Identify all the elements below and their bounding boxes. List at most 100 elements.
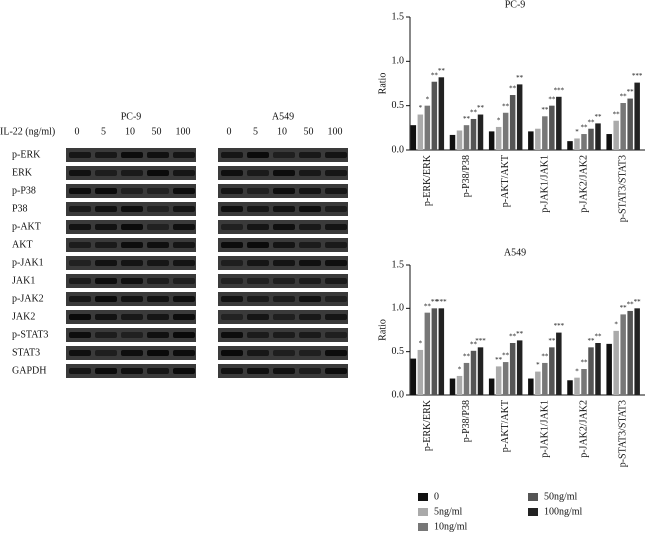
blot-band [147,170,169,176]
bar [613,120,619,150]
chart-title: A549 [504,247,526,258]
significance-mark: ** [463,353,471,361]
blot-band [121,152,143,158]
bar [606,134,612,150]
bar [470,118,477,150]
legend-label: 100ng/ml [544,506,583,517]
blot-band [273,368,295,374]
blot-band [325,296,347,302]
y-axis-label: Ratio [377,73,388,95]
bar [495,126,502,150]
bar [549,347,555,395]
significance-mark: * [419,104,423,112]
blot-band [247,350,269,356]
blot-band [273,278,295,284]
blot-band [69,260,91,266]
blot-band [121,296,143,302]
legend-label: 0 [434,491,439,502]
blot-band [95,206,117,212]
bar [509,95,516,150]
x-tick-label: p-JAK1/JAK1 [539,400,550,458]
protein-label: JAK2 [12,311,35,322]
dose-label: 5 [253,126,258,137]
blot-band [247,206,269,212]
blot-band [325,278,347,284]
blot-band [95,188,117,194]
bar [549,105,555,150]
bar [627,310,633,395]
x-tick-label: p-JAK1/JAK1 [539,155,550,213]
blot-band [221,206,243,212]
blot-band [147,296,169,302]
blot-band [173,260,195,266]
significance-mark: ** [477,104,485,112]
blot-band [69,242,91,248]
blot-band [173,170,195,176]
blot-band [95,350,117,356]
blot-band [299,314,321,320]
protein-label: JAK1 [12,275,35,286]
blot-band [173,368,195,374]
blot-band [147,332,169,338]
blot-band [247,368,269,374]
significance-mark: * [575,367,579,375]
blot-band [299,260,321,266]
blot-band [299,242,321,248]
bar [634,82,640,150]
blot-band [299,206,321,212]
blot-band [247,170,269,176]
protein-label: p-ERK [12,149,41,160]
blot-band [247,242,269,248]
x-tick-label: p-ERK/ERK [422,399,433,451]
protein-label: p-JAK1 [12,257,44,268]
x-tick-label: p-P38/P38 [461,400,472,442]
blot-band [173,224,195,230]
blot-band [221,170,243,176]
blot-band [221,188,243,194]
blot-band [147,188,169,194]
bar [449,378,456,395]
blot-band [69,206,91,212]
blot-band [95,152,117,158]
significance-mark: ** [548,337,556,345]
blot-band [299,188,321,194]
significance-mark: * [458,366,462,374]
significance-mark: ** [431,71,439,79]
blot-band [95,314,117,320]
bar [528,378,534,395]
blot-band [95,368,117,374]
blot-band [299,152,321,158]
significance-mark: ** [581,124,589,132]
blot-band [69,368,91,374]
x-tick-label: p-P38/P38 [461,155,472,197]
protein-label: p-STAT3 [12,329,48,340]
dose-label: 10 [277,126,287,137]
blot-band [247,152,269,158]
blot-band [121,278,143,284]
blot-band [95,224,117,230]
significance-mark: ** [634,298,642,306]
blot-band [247,260,269,266]
blot-band [69,188,91,194]
y-tick-label: 1.0 [392,56,405,67]
significance-mark: ** [495,356,503,364]
bar [588,347,594,395]
blot-band [147,314,169,320]
bar [528,131,534,150]
blot-band [299,224,321,230]
blot-band [121,242,143,248]
blot-band [173,350,195,356]
legend-swatch [418,523,428,531]
significance-mark: ** [613,110,621,118]
legend-swatch [528,493,538,501]
bar [556,332,562,395]
blot-band [325,260,347,266]
blot-band [173,206,195,212]
blot-band [95,296,117,302]
blot-band [221,314,243,320]
bar [463,362,470,395]
blot-band [95,242,117,248]
bar [463,125,470,150]
blot-band [325,170,347,176]
bar [606,343,612,395]
